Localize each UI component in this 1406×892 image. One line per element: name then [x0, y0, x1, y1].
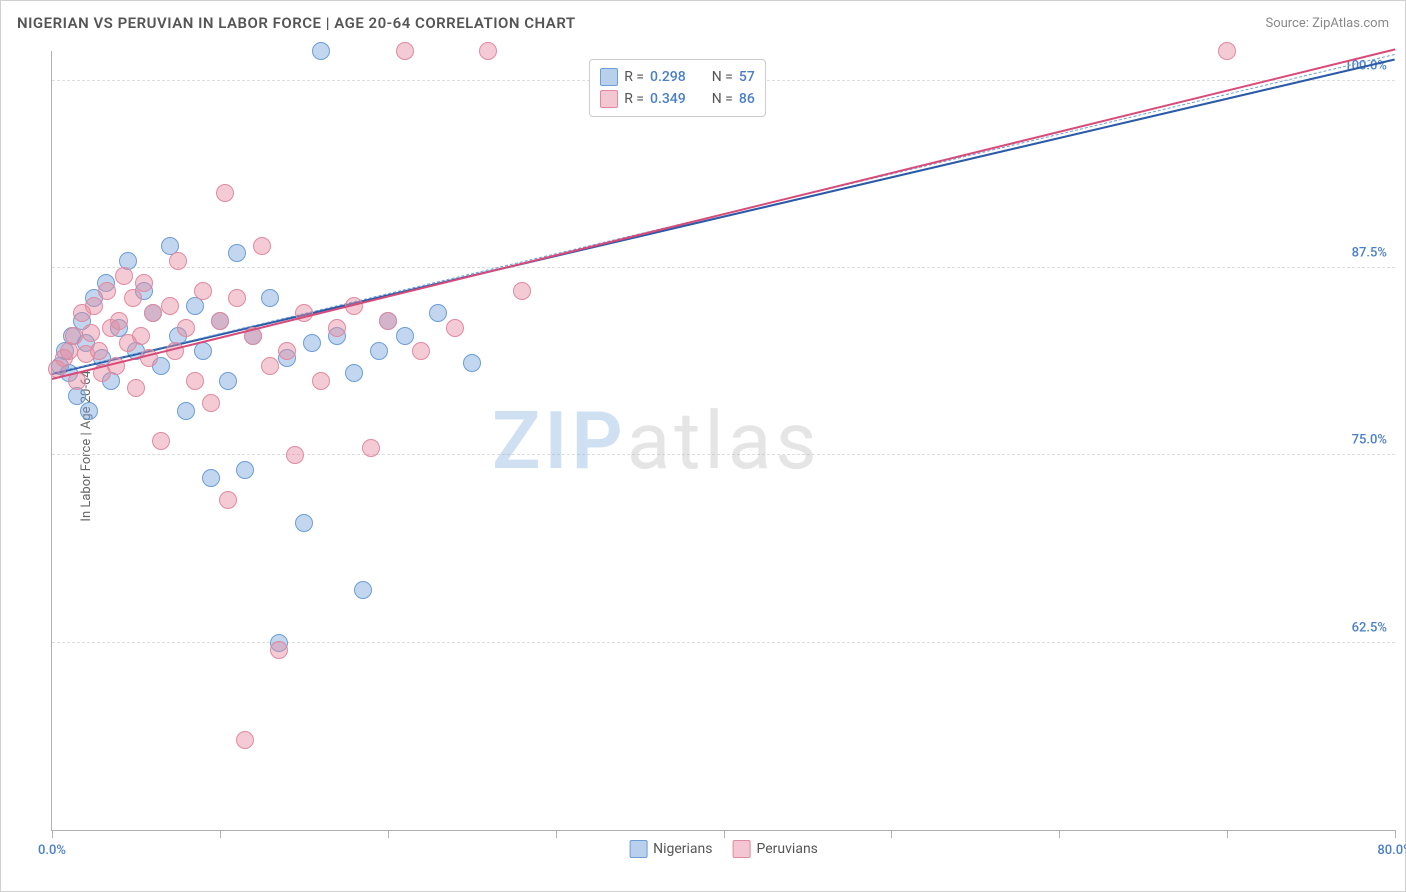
legend-swatch — [629, 840, 647, 858]
scatter-point — [110, 312, 128, 330]
scatter-point — [362, 439, 380, 457]
scatter-point — [236, 461, 254, 479]
gridline — [52, 642, 1395, 643]
x-tick — [1059, 830, 1060, 838]
scatter-point — [85, 297, 103, 315]
scatter-point — [303, 334, 321, 352]
scatter-point — [446, 319, 464, 337]
scatter-point — [328, 319, 346, 337]
scatter-point — [202, 394, 220, 412]
scatter-point — [177, 319, 195, 337]
scatter-point — [513, 282, 531, 300]
legend-row: R = 0.298 N = 57 — [600, 66, 755, 88]
legend-series-name: Nigerians — [653, 841, 712, 857]
scatter-point — [236, 731, 254, 749]
scatter-point — [261, 289, 279, 307]
legend-r-label: R = — [624, 69, 644, 85]
legend-r-value: 0.349 — [650, 91, 686, 107]
scatter-point — [177, 402, 195, 420]
scatter-point — [270, 641, 288, 659]
scatter-point — [286, 446, 304, 464]
scatter-point — [194, 282, 212, 300]
gridline — [52, 454, 1395, 455]
x-tick — [891, 830, 892, 838]
scatter-point — [396, 327, 414, 345]
legend-swatch — [600, 90, 618, 108]
plot-area: 62.5%75.0%87.5%100.0%0.0%80.0%ZIPatlasR … — [51, 51, 1395, 831]
scatter-point — [261, 357, 279, 375]
source-label: Source: ZipAtlas.com — [1265, 16, 1389, 31]
scatter-point — [202, 469, 220, 487]
x-tick — [388, 830, 389, 838]
scatter-point — [429, 304, 447, 322]
scatter-point — [216, 184, 234, 202]
legend-n-label: N = — [712, 91, 733, 107]
legend-r-label: R = — [624, 91, 644, 107]
scatter-point — [312, 372, 330, 390]
legend-series-name: Peruvians — [757, 841, 818, 857]
legend-row: R = 0.349 N = 86 — [600, 88, 755, 110]
legend-r-value: 0.298 — [650, 69, 686, 85]
scatter-point — [127, 379, 145, 397]
x-tick-label: 0.0% — [38, 843, 66, 858]
legend-bottom-item: Peruvians — [733, 838, 818, 860]
scatter-point — [219, 491, 237, 509]
scatter-point — [124, 289, 142, 307]
scatter-point — [135, 274, 153, 292]
chart-header: NIGERIAN VS PERUVIAN IN LABOR FORCE | AG… — [1, 1, 1405, 45]
gridline — [52, 267, 1395, 268]
scatter-point — [1218, 42, 1236, 60]
scatter-point — [345, 364, 363, 382]
legend-n-label: N = — [712, 69, 733, 85]
legend-top: R = 0.298 N = 57 R = 0.349 N = 86 — [589, 59, 766, 117]
scatter-point — [253, 237, 271, 255]
scatter-point — [370, 342, 388, 360]
scatter-point — [312, 42, 330, 60]
scatter-point — [211, 312, 229, 330]
scatter-point — [295, 514, 313, 532]
scatter-point — [65, 327, 83, 345]
x-tick-label: 80.0% — [1377, 843, 1406, 858]
scatter-point — [228, 244, 246, 262]
legend-bottom: Nigerians Peruvians — [629, 838, 818, 860]
x-tick — [52, 830, 53, 838]
scatter-point — [186, 372, 204, 390]
scatter-point — [98, 282, 116, 300]
y-tick-label: 62.5% — [1352, 620, 1387, 635]
scatter-point — [161, 297, 179, 315]
scatter-point — [228, 289, 246, 307]
scatter-point — [379, 312, 397, 330]
x-tick — [556, 830, 557, 838]
scatter-point — [354, 581, 372, 599]
scatter-point — [132, 327, 150, 345]
x-tick — [1227, 830, 1228, 838]
scatter-point — [82, 324, 100, 342]
scatter-point — [115, 267, 133, 285]
legend-swatch — [733, 840, 751, 858]
scatter-point — [152, 432, 170, 450]
chart-container: NIGERIAN VS PERUVIAN IN LABOR FORCE | AG… — [0, 0, 1406, 892]
chart-title: NIGERIAN VS PERUVIAN IN LABOR FORCE | AG… — [17, 14, 576, 32]
scatter-point — [396, 42, 414, 60]
scatter-point — [412, 342, 430, 360]
x-tick — [220, 830, 221, 838]
scatter-point — [463, 354, 481, 372]
y-tick-label: 75.0% — [1352, 433, 1387, 448]
scatter-point — [169, 252, 187, 270]
x-tick — [1395, 830, 1396, 838]
legend-n-value: 57 — [739, 69, 755, 85]
y-tick-label: 87.5% — [1352, 246, 1387, 261]
watermark: ZIPatlas — [492, 394, 821, 488]
scatter-point — [219, 372, 237, 390]
legend-bottom-item: Nigerians — [629, 838, 712, 860]
x-tick — [724, 830, 725, 838]
legend-n-value: 86 — [739, 91, 755, 107]
legend-swatch — [600, 68, 618, 86]
scatter-point — [80, 402, 98, 420]
scatter-point — [479, 42, 497, 60]
scatter-point — [144, 304, 162, 322]
scatter-point — [278, 342, 296, 360]
scatter-point — [90, 342, 108, 360]
